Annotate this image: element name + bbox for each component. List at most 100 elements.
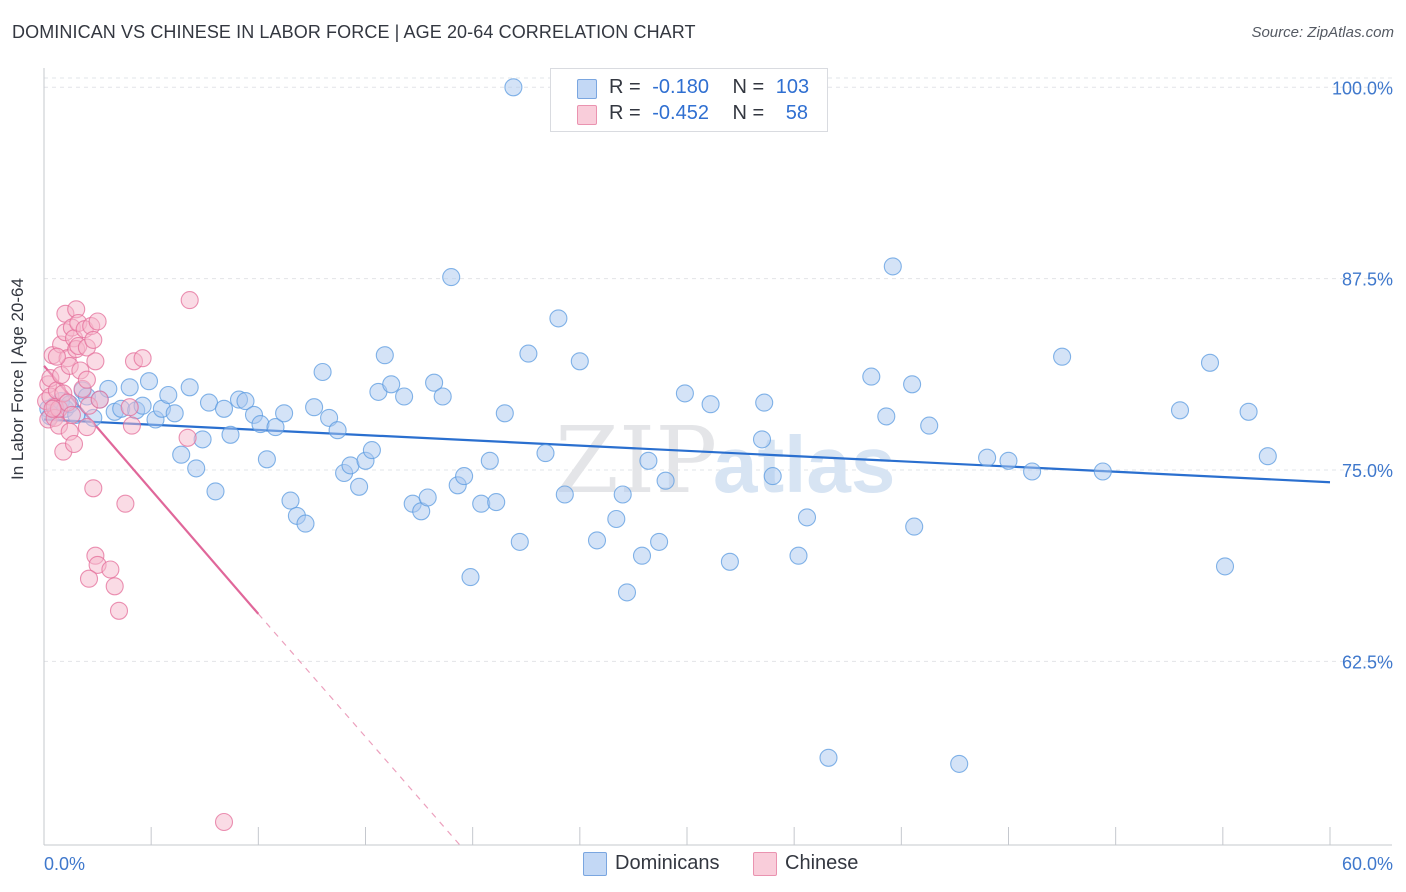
dominican-point [281,491,300,510]
y-tick-label: 87.5% [1342,270,1393,290]
y-axis-label: In Labor Force | Age 20-64 [8,278,27,480]
dominican-point [433,387,452,406]
bottom-legend-label-chinese: Chinese [785,852,859,874]
y-tick-label: 75.0% [1342,461,1393,481]
dominican-point [650,532,669,551]
dominican-point [905,517,924,536]
bottom-legend-label-dominicans: Dominicans [615,852,720,874]
dominican-point [214,399,234,418]
chinese-point [109,601,129,620]
chinese-point [101,560,120,579]
dominican-point [341,456,360,475]
dominican-point [1200,353,1220,372]
chinese-point [84,479,103,498]
dominican-point [159,385,178,405]
dominican-point [455,467,474,486]
watermark-atlas: atlas [713,420,895,509]
chinese-point [88,312,107,331]
dominican-point [1239,402,1258,421]
dominican-point [461,568,480,587]
dominican-point [1053,347,1072,366]
chinese-point [64,434,84,454]
dominican-point [266,418,285,437]
dominican-point [613,485,632,504]
dominican-point [570,352,589,371]
dominican-point [350,477,369,496]
dominican-point [362,441,381,460]
dominican-point [978,448,997,467]
dominican-point [504,78,523,97]
chinese-point [79,569,99,588]
x-tick-label-max: 60.0% [1342,854,1393,874]
dominican-point [720,552,739,571]
dominican-point [172,445,191,464]
dominican-point [495,404,514,423]
source-credit: Source: ZipAtlas.com [1251,24,1394,41]
dominican-point [418,488,437,507]
dominican-point [903,375,922,394]
dominican-point [617,583,637,602]
dominican-point [395,387,414,406]
dominican-point [442,268,461,287]
legend-swatch-dominican [577,79,597,99]
dominican-point [320,408,339,427]
dominican-point [1023,462,1042,481]
chinese-point [214,812,234,832]
dominican-point [251,415,270,434]
legend-dominican-r-label: R = [609,76,641,98]
chinese-point [178,428,197,447]
dominican-point [789,546,808,565]
dominican-point [221,425,240,444]
dominican-point [375,346,394,365]
chinese-point [120,398,139,417]
dominican-point [165,404,184,423]
dominican-point [950,754,969,773]
chinese-point [133,349,152,368]
dominican-point [675,384,694,403]
dominican-point [883,257,902,276]
dominican-point [120,378,139,397]
dominican-point [656,471,675,490]
dominican-point [607,509,626,529]
dominican-point [275,404,294,423]
chinese-point [105,577,124,596]
y-tick-label: 62.5% [1342,652,1393,672]
chinese-point [84,330,103,349]
chinese-point [77,418,96,437]
legend-dominican-n-value: 103 [775,76,810,98]
chinese-point [43,399,62,418]
chinese-point [116,494,135,513]
dominican-point [510,532,529,551]
chinese-point [86,352,105,371]
dominican-point [1215,557,1235,576]
legend-chinese-stats: R = -0.452 N = 58 [609,102,808,125]
legend-dominican-stats: R = -0.180 N = 103 [609,76,809,99]
dominican-point [752,430,772,449]
axes [43,68,1392,846]
dominican-point [187,459,206,478]
dominican-point [328,421,347,440]
dominican-point [920,416,939,435]
dominican-point [639,451,658,470]
dominican-point [487,493,506,512]
correlation-legend: R = -0.180 N = 103 R = -0.452 N = 58 [550,68,828,132]
dominican-point [797,508,817,527]
dominican-point [1258,447,1277,466]
watermark-zip: ZIP [555,407,717,514]
chinese-point [47,347,66,366]
dominican-point [257,450,276,469]
bottom-legend-swatch-chinese [753,852,777,876]
dominican-point [180,378,199,397]
dominican-point [755,393,774,412]
legend-chinese-r-value: -0.452 [652,102,709,124]
dominican-point [877,407,896,426]
dominican-point [1093,462,1112,481]
y-tick-label: 100.0% [1332,78,1393,98]
dominican-point [206,482,225,501]
chinese-point [62,405,81,424]
dominican-point [536,444,555,463]
dominican-point [139,372,159,391]
dominican-point [763,467,782,486]
chinese-point [122,416,141,435]
